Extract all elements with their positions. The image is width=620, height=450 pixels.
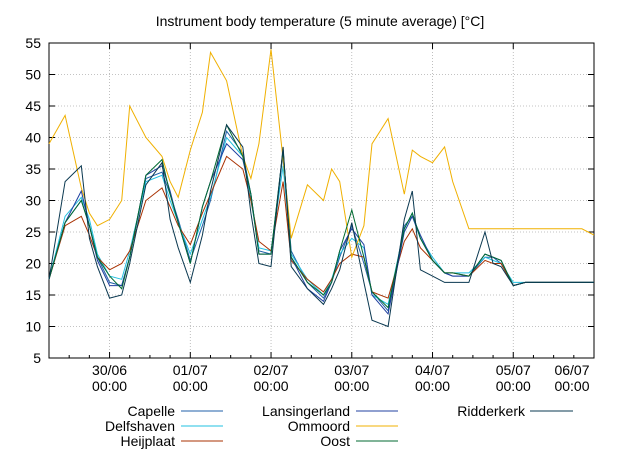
y-tick-label: 15 — [25, 287, 41, 303]
x-tick-label-time: 00:00 — [334, 378, 369, 394]
y-tick-label: 5 — [33, 350, 41, 366]
x-tick-label-time: 00:00 — [173, 378, 208, 394]
y-tick-label: 50 — [25, 67, 41, 83]
y-tick-label: 35 — [25, 161, 41, 177]
legend: CapelleDelfshavenHeijplaatLansingerlandO… — [105, 403, 573, 449]
legend-label-oost: Oost — [320, 433, 350, 449]
y-tick-label: 55 — [25, 35, 41, 51]
x-tick-label-time: 00:00 — [92, 378, 127, 394]
x-tick-label-time: 00:00 — [554, 378, 589, 394]
y-tick-label: 20 — [25, 256, 41, 272]
x-tick-label-date: 01/07 — [173, 362, 208, 378]
grid — [49, 43, 594, 358]
series-line-heijplaat — [48, 155, 594, 299]
y-tick-label: 45 — [25, 98, 41, 114]
x-tick-label-time: 00:00 — [496, 378, 531, 394]
series-line-oost — [48, 123, 594, 309]
series-line-ommoord — [48, 49, 595, 260]
y-tick-label: 10 — [25, 319, 41, 335]
series-group — [48, 49, 595, 328]
y-axis: 5 10 15 20 25 30 35 40 45 50 55 — [25, 35, 594, 366]
x-tick-label-date: 05/07 — [496, 362, 531, 378]
legend-label-delfshaven: Delfshaven — [105, 418, 175, 434]
x-tick-label-date: 03/07 — [334, 362, 369, 378]
legend-label-lansingerland: Lansingerland — [262, 403, 350, 419]
x-tick-label-date: 30/06 — [92, 362, 127, 378]
legend-label-ommoord: Ommoord — [288, 418, 350, 434]
legend-label-ridderkerk: Ridderkerk — [457, 403, 526, 419]
x-tick-label-time: 00:00 — [415, 378, 450, 394]
x-tick-label-date: 06/07 — [554, 362, 589, 378]
x-axis: 30/0600:0001/0700:0002/0700:0003/0700:00… — [48, 43, 595, 394]
x-tick-label-time: 00:00 — [254, 378, 289, 394]
x-tick-label-date: 02/07 — [254, 362, 289, 378]
series-line-delfshaven — [48, 136, 594, 306]
legend-label-capelle: Capelle — [128, 403, 176, 419]
y-tick-label: 30 — [25, 193, 41, 209]
y-tick-label: 25 — [25, 224, 41, 240]
x-tick-label-date: 04/07 — [415, 362, 450, 378]
chart-title: Instrument body temperature (5 minute av… — [156, 13, 485, 29]
legend-label-heijplaat: Heijplaat — [121, 433, 176, 449]
series-line-ridderkerk — [48, 123, 594, 328]
y-tick-label: 40 — [25, 130, 41, 146]
